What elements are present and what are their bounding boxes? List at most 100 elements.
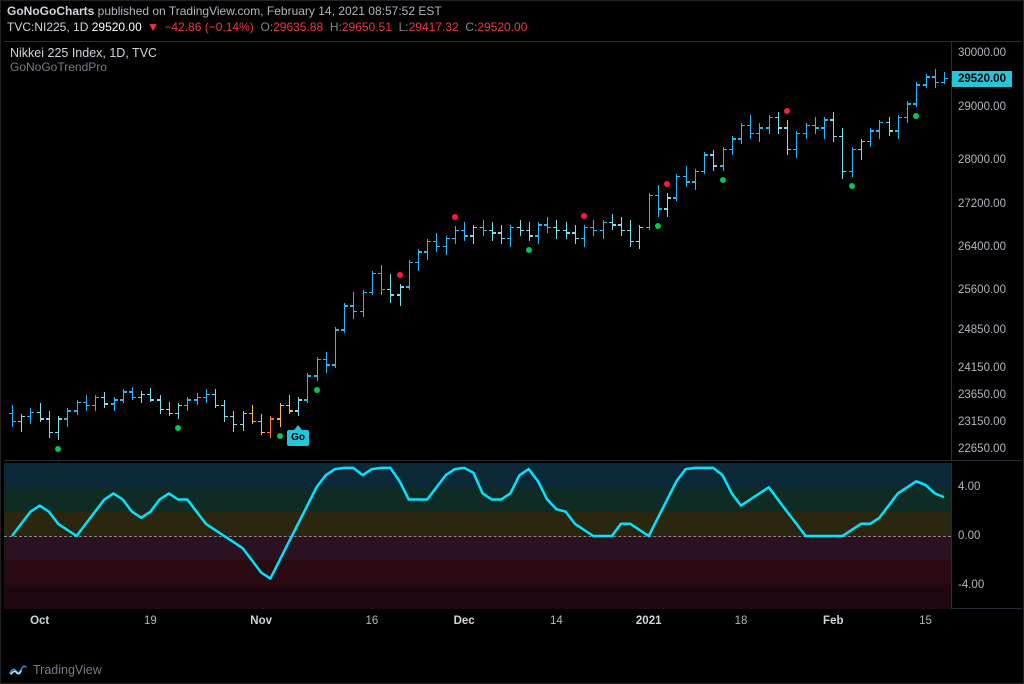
oscillator-panel[interactable]: GoNoGoOscillatorPro bbox=[4, 463, 952, 609]
signal-dot bbox=[175, 425, 181, 431]
oscillator-line bbox=[4, 463, 952, 609]
header: GoNoGoCharts published on TradingView.co… bbox=[7, 4, 1017, 38]
ohlc-bar bbox=[12, 405, 13, 427]
ohlc-bar bbox=[584, 225, 585, 247]
down-arrow-icon: ▼ bbox=[147, 20, 159, 34]
ohlc-bar bbox=[252, 405, 253, 424]
ohlc-bar bbox=[889, 117, 890, 136]
ohlc-bar bbox=[630, 220, 631, 247]
ohlc-bar bbox=[483, 220, 484, 236]
ohlc-bar bbox=[132, 387, 133, 400]
ohlc-bar bbox=[759, 123, 760, 142]
signal-dot bbox=[452, 214, 458, 220]
ohlc-close: 29520.00 bbox=[477, 20, 527, 34]
ohlc-bar bbox=[593, 220, 594, 236]
symbol: TVC:NI225, 1D bbox=[7, 20, 88, 34]
time-tick-label: 14 bbox=[550, 615, 563, 627]
time-tick-label: 19 bbox=[144, 615, 157, 627]
ohlc-bar bbox=[178, 403, 179, 419]
signal-dot bbox=[277, 433, 283, 439]
y-tick-label: 24850.00 bbox=[958, 324, 1006, 336]
ohlc-bar bbox=[944, 72, 945, 85]
ohlc-bar bbox=[21, 414, 22, 433]
signal-dot bbox=[655, 223, 661, 229]
chart-study: GoNoGoTrendPro bbox=[10, 60, 157, 74]
ohlc-bar bbox=[935, 69, 936, 88]
ohlc-bar bbox=[621, 217, 622, 236]
footer: TradingView bbox=[9, 663, 102, 677]
ohlc-bar bbox=[160, 395, 161, 414]
ohlc-bar bbox=[326, 352, 327, 374]
ohlc-bar bbox=[335, 327, 336, 367]
time-tick-label: 18 bbox=[735, 615, 748, 627]
ohlc-bar bbox=[916, 82, 917, 106]
ohlc-bar bbox=[400, 284, 401, 306]
ohlc-bar bbox=[510, 225, 511, 247]
y-tick-label: 29000.00 bbox=[958, 101, 1006, 113]
signal-dot bbox=[581, 213, 587, 219]
signal-dot bbox=[913, 113, 919, 119]
ohlc-bar bbox=[187, 397, 188, 410]
ohlc-low: 29417.32 bbox=[409, 20, 459, 34]
time-axis: Oct19Nov16Dec14202118Feb15 bbox=[4, 609, 1022, 637]
ohlc-bar bbox=[206, 389, 207, 402]
ohlc-bar bbox=[243, 411, 244, 431]
ohlc-bar bbox=[815, 117, 816, 133]
ohlc-bar bbox=[104, 392, 105, 408]
ohlc-bar bbox=[612, 214, 613, 230]
y-tick-label: 28000.00 bbox=[958, 154, 1006, 166]
y-tick-label: 22650.00 bbox=[958, 443, 1006, 455]
ohlc-bar bbox=[870, 128, 871, 147]
y-tick-label: 23150.00 bbox=[958, 416, 1006, 428]
oscillator-y-tick: -4.00 bbox=[958, 579, 984, 591]
ohlc-bar bbox=[289, 395, 290, 414]
y-tick-label: 25600.00 bbox=[958, 284, 1006, 296]
ohlc-bar bbox=[67, 408, 68, 427]
ohlc-bar bbox=[270, 416, 271, 438]
time-tick-label: 2021 bbox=[636, 615, 662, 627]
ohlc-bar bbox=[30, 408, 31, 424]
time-tick-label: Nov bbox=[250, 615, 272, 627]
ohlc-bar bbox=[750, 115, 751, 139]
signal-dot bbox=[664, 181, 670, 187]
ohlc-bar bbox=[603, 220, 604, 239]
ohlc-bar bbox=[501, 225, 502, 244]
ohlc-bar bbox=[529, 222, 530, 241]
ohlc-bar bbox=[123, 389, 124, 402]
y-tick-label: 29520.00 bbox=[952, 71, 1012, 87]
go-marker: Go bbox=[287, 430, 309, 446]
ohlc-bar bbox=[861, 139, 862, 161]
ohlc-bar bbox=[473, 225, 474, 244]
ohlc-bar bbox=[298, 397, 299, 416]
ohlc-bar bbox=[898, 115, 899, 139]
ohlc-bar bbox=[842, 128, 843, 179]
ohlc-bar bbox=[114, 397, 115, 410]
ohlc-bar bbox=[926, 74, 927, 87]
ohlc-bar bbox=[824, 117, 825, 139]
main-chart[interactable]: Nikkei 225 Index, 1D, TVC GoNoGoTrendPro… bbox=[4, 41, 952, 461]
ohlc-bar bbox=[372, 271, 373, 295]
ohlc-bar bbox=[363, 290, 364, 317]
signal-dot bbox=[526, 247, 532, 253]
ohlc-bar bbox=[261, 414, 262, 436]
ohlc-bar bbox=[667, 193, 668, 217]
ohlc-bar bbox=[566, 222, 567, 238]
ohlc-bar bbox=[769, 115, 770, 134]
time-tick-label: Feb bbox=[823, 615, 843, 627]
ohlc-bar bbox=[713, 150, 714, 172]
chart-legend: Nikkei 225 Index, 1D, TVC GoNoGoTrendPro bbox=[10, 46, 157, 74]
ohlc-bar bbox=[169, 402, 170, 417]
y-tick-label: 30000.00 bbox=[958, 47, 1006, 59]
ohlc-bar bbox=[353, 292, 354, 319]
ohlc-bar bbox=[723, 147, 724, 171]
change: −42.86 (−0.14%) bbox=[164, 20, 253, 34]
ohlc-bar bbox=[686, 166, 687, 188]
time-tick-label: Dec bbox=[454, 615, 475, 627]
ohlc-bar bbox=[197, 393, 198, 405]
published-text: published on TradingView.com, February 1… bbox=[94, 4, 441, 18]
y-tick-label: 24150.00 bbox=[958, 362, 1006, 374]
last-price: 29520.00 bbox=[92, 20, 142, 34]
time-tick-label: 15 bbox=[919, 615, 932, 627]
oscillator-y-tick: 4.00 bbox=[958, 481, 980, 493]
y-tick-label: 23650.00 bbox=[958, 389, 1006, 401]
